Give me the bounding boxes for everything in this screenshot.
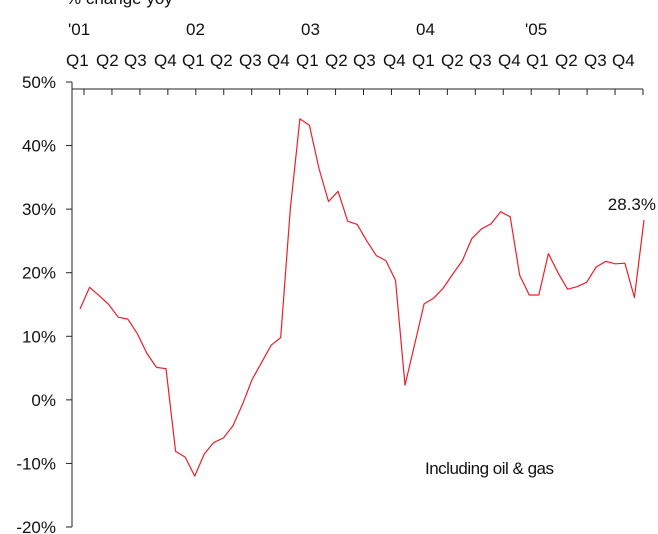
y-axis-unit-label: % change yoy — [66, 0, 173, 8]
x-tick-label: Q1 — [296, 51, 319, 70]
x-tick-label: Q2 — [325, 51, 348, 70]
x-tick-label: Q3 — [469, 51, 492, 70]
x-tick-label: Q1 — [66, 51, 89, 70]
y-tick-label: 0% — [31, 391, 56, 410]
x-tick-label: Q2 — [210, 51, 233, 70]
x-tick-label: Q1 — [412, 51, 435, 70]
y-tick-label: -20% — [16, 518, 56, 534]
year-label: '05 — [525, 20, 547, 39]
year-label: '01 — [68, 20, 90, 39]
x-tick-label: Q1 — [526, 51, 549, 70]
y-tick-label: 20% — [22, 264, 56, 283]
y-tick-label: 50% — [22, 73, 56, 92]
year-labels: '01 02 03 04 '05 — [68, 20, 547, 39]
x-tick-label: Q2 — [96, 51, 119, 70]
year-label: 03 — [301, 20, 320, 39]
series-line — [79, 118, 645, 477]
quarter-labels: Q1 Q2 Q3 Q4 Q1 Q2 Q3 Q4 Q1 Q2 Q3 Q4 Q1 Q2 Q3 Q4 Q1 Q2 Q3 Q4 — [66, 51, 635, 70]
y-tick-label: 40% — [22, 137, 56, 156]
x-tick-label: Q3 — [353, 51, 376, 70]
x-tick-label: Q1 — [182, 51, 205, 70]
x-tick-label: Q2 — [441, 51, 464, 70]
series-annotation: Including oil & gas — [425, 459, 553, 478]
x-tick-label: Q4 — [154, 51, 177, 70]
x-tick-label: Q3 — [124, 51, 147, 70]
x-tick-label: Q4 — [612, 51, 635, 70]
y-tick-label: -10% — [16, 454, 56, 473]
year-label: 04 — [416, 20, 435, 39]
x-tick-label: Q3 — [584, 51, 607, 70]
x-tick-label: Q4 — [267, 51, 290, 70]
x-axis — [72, 88, 644, 95]
year-label: 02 — [186, 20, 205, 39]
series-group — [79, 118, 645, 477]
x-tick-label: Q4 — [383, 51, 406, 70]
y-axis: 50% 40% 30% 20% 10% 0% -10% -20% — [16, 73, 73, 534]
x-tick-label: Q2 — [555, 51, 578, 70]
x-tick-label: Q3 — [239, 51, 262, 70]
x-tick-label: Q4 — [498, 51, 521, 70]
last-value-label: 28.3% — [608, 195, 656, 214]
y-tick-label: 30% — [22, 200, 56, 219]
y-tick-label: 10% — [22, 327, 56, 346]
